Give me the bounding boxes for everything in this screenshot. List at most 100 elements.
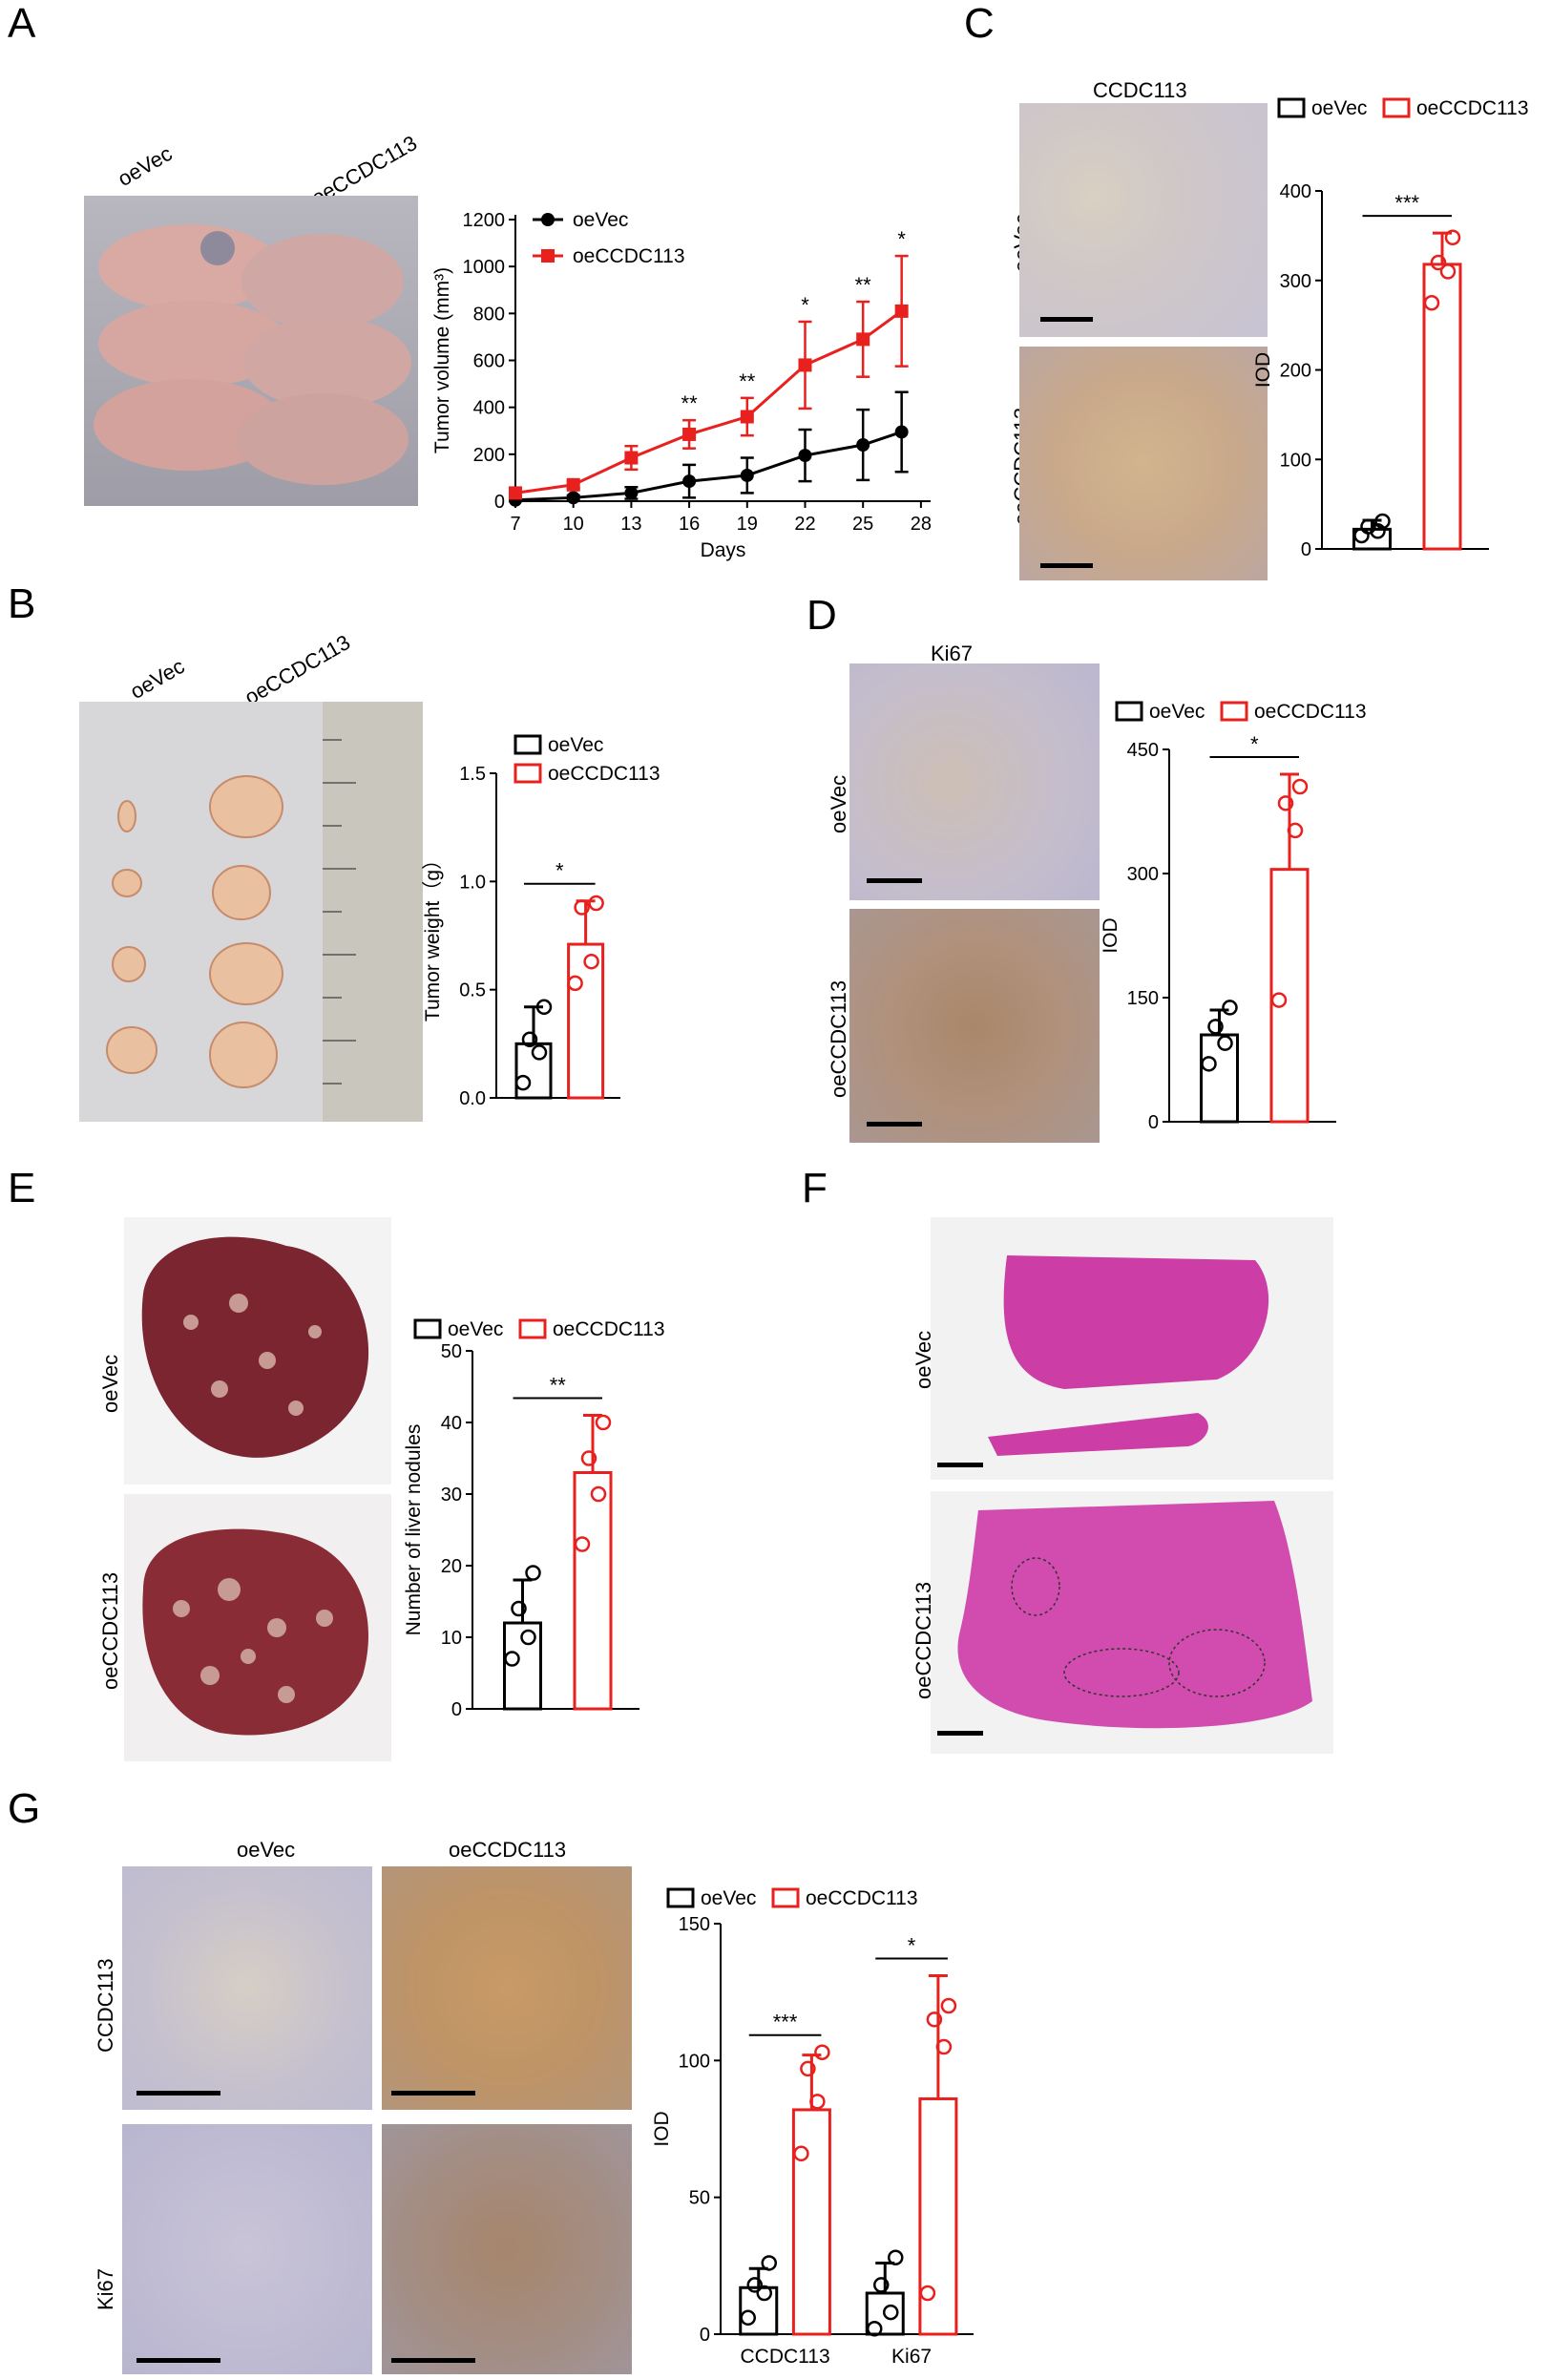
tumor-photo [79, 702, 423, 1122]
legend-label: oeVec [1149, 701, 1205, 723]
data-point [798, 358, 812, 372]
data-point [525, 1565, 541, 1581]
data-point [580, 1450, 597, 1466]
significance-mark: * [1250, 732, 1259, 756]
legend-swatch [1277, 97, 1306, 118]
data-point [574, 1536, 591, 1552]
ki67-iod-bar-chart: 0 150 300 450 IOD * oeVec oeCCDC113 [1100, 701, 1367, 1133]
y-tick-label: 300 [1280, 271, 1311, 292]
y-tick-label: 40 [441, 1413, 462, 1434]
y-tick-label: 30 [441, 1485, 462, 1506]
y-tick-label: 400 [1280, 181, 1311, 202]
mice-photo [84, 196, 418, 506]
panel-label-a: A [8, 0, 36, 47]
legend-label: oeVec [1311, 97, 1367, 119]
tumor-weight-bar-chart: 0.0 0.5 1.0 1.5 Tumor weight（g） * oeVec oeCCDC1… [422, 734, 660, 1109]
bar-oeCCDC113 [791, 2108, 831, 2336]
legend-swatch [514, 763, 542, 784]
significance-mark: ** [855, 273, 872, 297]
y-tick-label: 0.0 [459, 1088, 486, 1109]
data-point [624, 486, 639, 500]
panel-label-d: D [807, 592, 837, 639]
scale-bar [937, 1463, 983, 1467]
data-point [800, 2060, 816, 2077]
tumors-drawing [106, 702, 423, 1122]
y-tick-label: 150 [1127, 988, 1159, 1009]
y-tick-label: 10 [441, 1628, 462, 1649]
panel-label-e: E [8, 1165, 36, 1211]
he-drawing [957, 1501, 1312, 1729]
data-point [935, 2038, 953, 2055]
x-axis-title: Days [701, 539, 746, 561]
y-tick-label: 300 [1127, 864, 1159, 885]
data-point [566, 477, 580, 492]
data-point [1270, 992, 1288, 1008]
legend-swatch [514, 734, 542, 755]
panel-label-c: C [964, 0, 995, 47]
data-point [746, 2277, 763, 2293]
data-point [1374, 513, 1391, 530]
x-tick-label: 19 [737, 514, 758, 535]
data-point [1291, 778, 1309, 795]
he-image-oeccdc113 [931, 1491, 1333, 1754]
data-point [567, 975, 583, 992]
x-tick-label: 13 [620, 514, 641, 535]
scale-bar [867, 1122, 922, 1127]
scale-bar [937, 1731, 983, 1736]
scale-bar [391, 2358, 475, 2363]
y-tick-label: 0 [1301, 539, 1311, 560]
scale-bar [1040, 317, 1093, 322]
x-tick-label: CCDC113 [740, 2346, 829, 2368]
y-tick-label: 150 [679, 1914, 710, 1935]
data-point [1444, 229, 1461, 245]
significance-mark: ** [681, 391, 699, 415]
y-tick-label: 0 [700, 2325, 710, 2346]
panel-label-g: G [8, 1785, 41, 1832]
data-point [873, 2277, 890, 2293]
y-tick-label: 0 [494, 492, 505, 513]
significance-mark: ** [739, 369, 756, 393]
x-tick-label: 10 [563, 514, 584, 535]
x-tick-label: 22 [794, 514, 815, 535]
data-point [798, 449, 812, 463]
g-image-ccdc113-oevec [122, 1866, 372, 2110]
bar-oeCCDC113 [1422, 263, 1462, 551]
liver-drawing [141, 1236, 369, 1458]
data-point [521, 1031, 538, 1048]
data-point [740, 2309, 756, 2327]
x-tick-label: 28 [911, 514, 932, 535]
y-tick-label: 1200 [463, 210, 506, 231]
liver-photo-oeccdc113 [124, 1494, 391, 1761]
data-point [856, 438, 870, 452]
panel-label-b: B [8, 580, 36, 627]
legend-label: oeCCDC113 [573, 245, 685, 267]
row-label-oeccdc113: oeCCDC113 [98, 1571, 122, 1690]
data-point [894, 425, 909, 439]
legend-swatch [1220, 701, 1248, 722]
data-point [1207, 1019, 1224, 1035]
y-tick-label: 1.5 [459, 764, 486, 785]
data-point [1277, 795, 1294, 811]
photo-label-oevec: oeVec [126, 653, 189, 705]
data-point [531, 1044, 548, 1061]
row-label-ccdc113: CCDC113 [94, 1958, 117, 2053]
data-point [588, 895, 604, 912]
data-point [509, 486, 522, 500]
significance-mark: * [555, 859, 564, 883]
y-tick-label: 100 [679, 2051, 710, 2072]
y-tick-label: 1.0 [459, 872, 486, 893]
data-point [1222, 1000, 1238, 1016]
x-tick-label: 16 [679, 514, 700, 535]
significance-mark: *** [1394, 191, 1419, 215]
series-line-oeCCDC113 [514, 309, 903, 495]
he-image-oevec [931, 1217, 1333, 1480]
g-image-ki67-oeccdc113 [382, 2124, 632, 2374]
data-point [1353, 527, 1370, 544]
data-point [504, 1651, 520, 1667]
data-point [883, 2304, 899, 2321]
legend-swatch [518, 1318, 547, 1339]
scale-bar [136, 2358, 220, 2363]
legend-label: oeCCDC113 [1254, 701, 1367, 723]
y-axis-title: Number of liver nodules [403, 1424, 425, 1636]
row-label-oeccdc113: oeCCDC113 [827, 979, 850, 1098]
